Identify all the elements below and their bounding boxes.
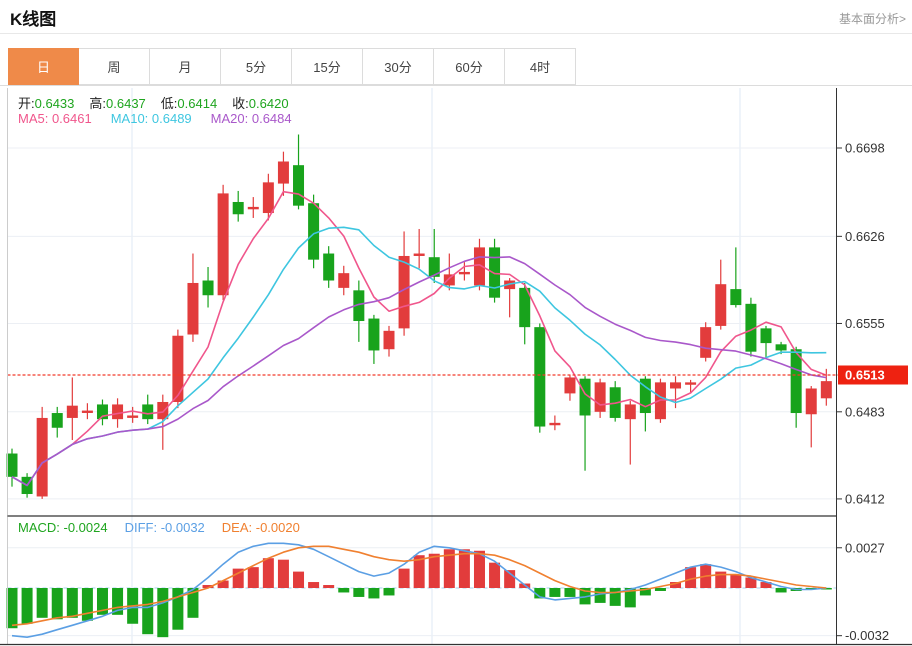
macd-indicator-row: MACD: -0.0024 DIFF: -0.0032 DEA: -0.0020: [18, 520, 300, 535]
y-axis-label: -0.0032: [845, 628, 889, 643]
ohlc-indicator-row: 开:0.6433 高:0.6437 低:0.6414 收:0.6420: [18, 93, 289, 112]
dea-line: [11, 545, 827, 627]
diff-line: [11, 542, 827, 639]
ohlc-low: 低:0.6414: [160, 96, 218, 111]
ma20-line: [11, 256, 827, 487]
ma5-value: MA5: 0.6461: [18, 111, 92, 126]
tab-15min[interactable]: 15分: [292, 48, 363, 85]
tab-4hour[interactable]: 4时: [505, 48, 576, 85]
tab-30min[interactable]: 30分: [363, 48, 434, 85]
tab-bar-underline: [0, 85, 912, 86]
ma10-value: MA10: 0.6489: [110, 111, 192, 126]
period-tab-bar: 日周月 5分 15分 30分 60分 4时: [8, 48, 576, 85]
dea-value: DEA: -0.0020: [221, 520, 300, 535]
fundamental-analysis-link[interactable]: 基本面分析>: [838, 12, 906, 26]
tab-week[interactable]: 周: [79, 48, 150, 85]
y-axis-label: 0.6412: [845, 491, 885, 506]
y-axis-label: 0.6698: [845, 141, 885, 156]
tab-day[interactable]: 日: [8, 48, 79, 85]
y-axis-label: 0.0027: [845, 540, 885, 555]
axes: [0, 88, 912, 646]
ma-indicator-row: MA5: 0.6461 MA10: 0.6489 MA20: 0.6484: [18, 111, 292, 126]
last-price-label: 0.6513: [845, 367, 885, 382]
macd-histogram: [6, 549, 832, 638]
ohlc-open: 开:0.6433: [18, 96, 75, 111]
candle-series: [6, 134, 832, 499]
y-axis-label: 0.6483: [845, 404, 885, 419]
y-axis-labels: 0.6698 0.6626 0.6555 0.6483 0.6412 0.0027 -0.0…: [836, 141, 889, 643]
page-title: K线图: [10, 10, 57, 29]
diff-value: DIFF: -0.0032: [124, 520, 205, 535]
y-axis-label: 0.6626: [845, 229, 885, 244]
header-divider: [0, 33, 912, 34]
price-badge: 0.6513: [838, 365, 908, 385]
ma20-value: MA20: 0.6484: [210, 111, 292, 126]
kline-chart[interactable]: 0.6698 0.6626 0.6555 0.6483 0.6412 0.0027 -0.0…: [0, 88, 912, 646]
ohlc-close: 收:0.6420: [232, 96, 289, 111]
ma5-line: [11, 190, 827, 487]
macd-value: MACD: -0.0024: [18, 520, 108, 535]
tab-5min[interactable]: 5分: [221, 48, 292, 85]
y-axis-label: 0.6555: [845, 316, 885, 331]
tab-60min[interactable]: 60分: [434, 48, 505, 85]
ohlc-high: 高:0.6437: [89, 96, 146, 111]
tab-month[interactable]: 月: [150, 48, 221, 85]
